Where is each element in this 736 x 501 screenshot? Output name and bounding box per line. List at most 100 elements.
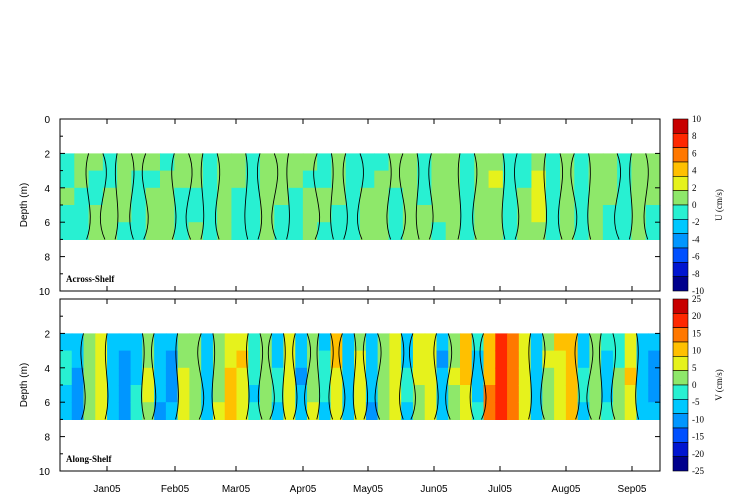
zero-contour: [445, 333, 453, 420]
data-cell: [274, 153, 290, 172]
data-cell: [224, 367, 238, 386]
zero-contour: [99, 153, 107, 240]
zero-contour: [175, 333, 179, 420]
data-cell: [188, 153, 204, 172]
zero-contour: [197, 333, 205, 420]
data-cell: [388, 205, 404, 223]
data-cell: [288, 170, 304, 189]
data-cell: [530, 367, 543, 386]
data-cell: [518, 402, 532, 420]
data-cell: [424, 402, 438, 420]
data-cell: [612, 333, 626, 352]
x-tick-label: Jul05: [488, 484, 512, 495]
colorbar-tick-label: 8: [692, 131, 697, 141]
colorbar-tick-label: 25: [692, 294, 702, 304]
data-cell: [224, 385, 238, 403]
zero-contour: [501, 153, 506, 240]
data-cell: [554, 402, 567, 420]
zero-contour: [428, 153, 434, 240]
data-cell: [507, 385, 520, 403]
data-cell: [417, 187, 433, 206]
data-cell: [507, 350, 520, 369]
zero-contour: [114, 153, 119, 240]
data-cell: [60, 350, 73, 369]
y-tick-label: 8: [44, 433, 50, 444]
zero-contour: [129, 153, 135, 240]
data-cell: [342, 350, 355, 369]
data-cell: [517, 187, 533, 206]
data-cell: [377, 402, 391, 420]
data-cell: [560, 222, 575, 240]
data-cell: [417, 170, 433, 189]
data-cell: [488, 170, 504, 189]
data-cell: [448, 385, 461, 403]
data-cell: [83, 402, 96, 420]
data-cell: [236, 367, 249, 386]
data-cell: [95, 385, 108, 403]
data-cell: [483, 350, 496, 369]
data-cell: [402, 222, 418, 240]
data-cell: [448, 333, 461, 352]
data-cell: [118, 402, 132, 420]
x-tick-label: Mar05: [222, 484, 251, 495]
data-cell: [117, 222, 133, 240]
data-cell: [374, 153, 390, 172]
data-cell: [436, 367, 449, 386]
data-cell: [260, 170, 275, 189]
data-cell: [145, 205, 161, 223]
panel-across-shelf: 0 2 4 6 8 10 Depth (m) Across-Shelf: [19, 115, 661, 298]
colorbar-box: [672, 133, 689, 148]
y-tick-label: 8: [44, 253, 50, 264]
data-cell: [354, 402, 367, 420]
data-cell: [145, 153, 161, 172]
data-cell: [412, 333, 426, 352]
colorbar-box: [672, 356, 689, 371]
data-cell: [130, 333, 143, 352]
x-axis-labels: Jan05 Feb05 Mar05 Apr05 May05 Jun05 Jul05 Aug05…: [93, 484, 647, 495]
colorbar-v-labels: 25 20 15 10 5 0 -5 -10 -15 -20 -25: [692, 294, 704, 476]
data-cell: [589, 402, 602, 420]
data-cell: [588, 153, 604, 172]
data-cell: [130, 385, 143, 403]
data-cell: [331, 222, 347, 240]
data-cell: [177, 333, 191, 352]
zero-contour: [313, 153, 321, 240]
data-cell: [145, 222, 161, 240]
data-cell: [342, 367, 355, 386]
data-cell: [189, 350, 202, 369]
data-cell: [212, 350, 226, 369]
zero-contour: [433, 333, 439, 420]
data-cell: [224, 402, 238, 420]
zero-contour: [244, 153, 249, 240]
data-cell: [565, 350, 579, 369]
colorbar-tick-label: 10: [692, 346, 702, 356]
data-cell: [189, 367, 202, 386]
y-tick-label: 6: [44, 218, 50, 229]
data-cell: [295, 367, 308, 386]
data-cell: [636, 333, 649, 352]
data-cell: [495, 367, 508, 386]
data-cell: [331, 170, 347, 189]
data-cell: [201, 402, 214, 420]
zero-contour: [628, 153, 633, 240]
data-cell: [389, 333, 402, 352]
data-cell: [245, 222, 261, 240]
data-cell: [288, 187, 304, 206]
zero-contour: [80, 333, 86, 420]
zero-contour: [304, 333, 311, 420]
data-cell: [645, 170, 661, 189]
data-cell: [271, 385, 285, 403]
data-cell: [507, 402, 520, 420]
zero-contour: [185, 153, 193, 240]
data-cell: [360, 153, 375, 172]
data-cell: [130, 367, 143, 386]
data-cell: [424, 385, 438, 403]
data-cell: [460, 350, 473, 369]
data-cell: [617, 187, 633, 206]
data-cell: [412, 367, 426, 386]
data-cell: [248, 385, 261, 403]
data-cell: [612, 385, 626, 403]
zero-contour: [514, 153, 520, 240]
zero-contour: [330, 153, 334, 240]
data-cell: [545, 222, 561, 240]
